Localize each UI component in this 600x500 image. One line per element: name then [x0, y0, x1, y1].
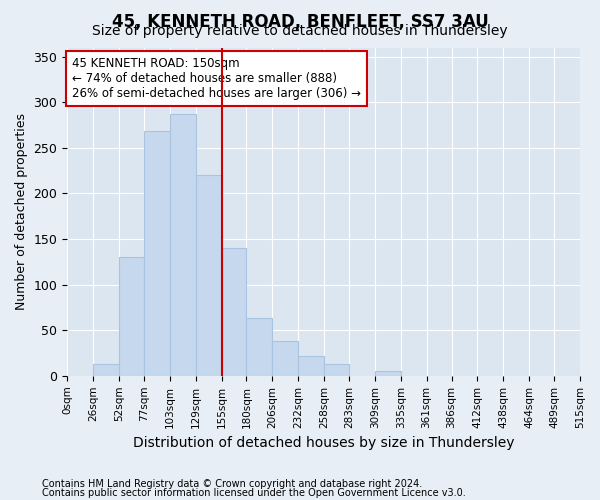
Text: Size of property relative to detached houses in Thundersley: Size of property relative to detached ho…	[92, 24, 508, 38]
Bar	[375, 372, 401, 376]
Text: 45 KENNETH ROAD: 150sqm
← 74% of detached houses are smaller (888)
26% of semi-d: 45 KENNETH ROAD: 150sqm ← 74% of detache…	[72, 56, 361, 100]
Bar	[247, 318, 272, 376]
Bar	[221, 248, 247, 376]
X-axis label: Distribution of detached houses by size in Thundersley: Distribution of detached houses by size …	[133, 436, 514, 450]
Y-axis label: Number of detached properties: Number of detached properties	[15, 113, 28, 310]
Text: Contains public sector information licensed under the Open Government Licence v3: Contains public sector information licen…	[42, 488, 466, 498]
Bar	[272, 341, 298, 376]
Bar	[93, 364, 119, 376]
Bar	[324, 364, 349, 376]
Bar	[144, 132, 170, 376]
Text: Contains HM Land Registry data © Crown copyright and database right 2024.: Contains HM Land Registry data © Crown c…	[42, 479, 422, 489]
Bar	[196, 175, 221, 376]
Bar	[298, 356, 324, 376]
Text: 45, KENNETH ROAD, BENFLEET, SS7 3AU: 45, KENNETH ROAD, BENFLEET, SS7 3AU	[112, 12, 488, 30]
Bar	[119, 258, 144, 376]
Bar	[170, 114, 196, 376]
